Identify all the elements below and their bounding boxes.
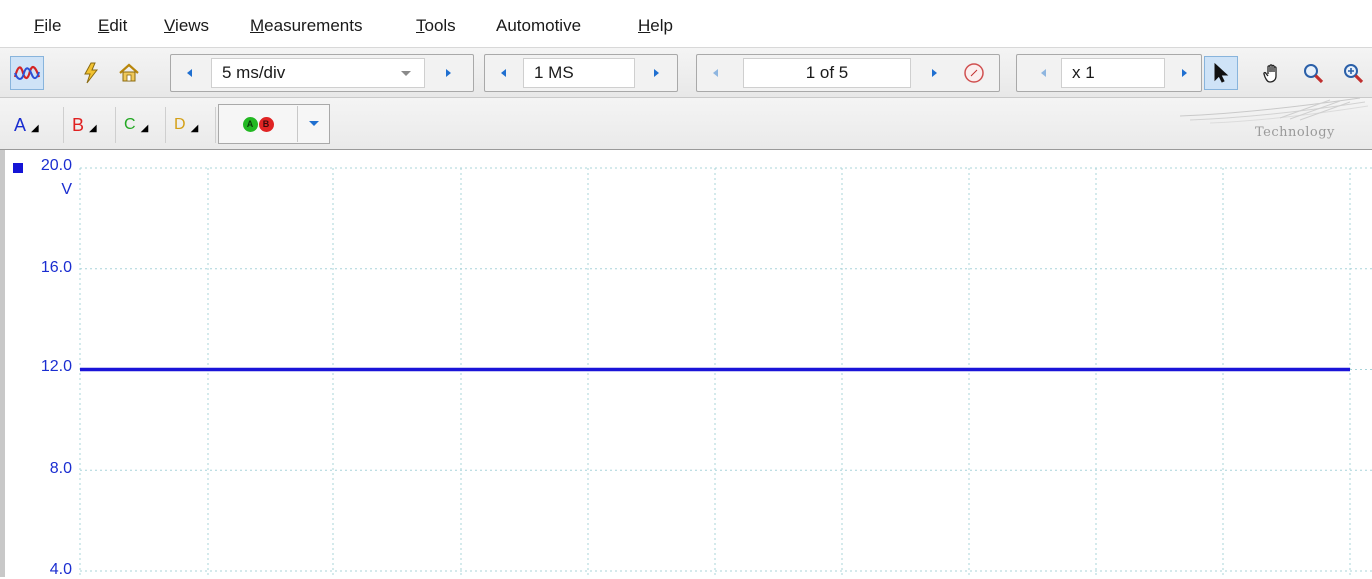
- hand-icon: [1263, 64, 1277, 83]
- menu-views[interactable]: Views: [164, 16, 209, 36]
- scope-mode-button[interactable]: [10, 56, 44, 90]
- buffer-navigator: 1 of 5: [696, 54, 1000, 92]
- lightning-icon: [84, 62, 99, 84]
- probe-button[interactable]: A B: [220, 106, 296, 142]
- buffer-field[interactable]: 1 of 5: [743, 58, 911, 88]
- channel-a-label: A: [14, 114, 27, 135]
- menu-help-mnemonic: H: [638, 16, 651, 35]
- auto-setup-button[interactable]: [74, 56, 108, 90]
- arrow-left-icon: [187, 69, 192, 77]
- arrow-left-icon: [1041, 69, 1046, 77]
- dropdown-triangle-icon: ◢: [190, 122, 199, 134]
- menu-edit-label: dit: [109, 16, 128, 35]
- pan-tool-button[interactable]: [1256, 56, 1290, 90]
- probe-b-badge: B: [258, 116, 274, 132]
- arrow-left-icon: [501, 69, 506, 77]
- menu-tools-label: ools: [424, 16, 456, 35]
- menu-automotive-label: Automotive: [496, 16, 582, 35]
- brand-logo-text: Technology: [1255, 125, 1335, 140]
- probe-selector: A B: [218, 104, 330, 144]
- scope-left-frame: [0, 150, 5, 577]
- menu-tools-mnemonic: T: [416, 16, 425, 35]
- channel-a-scale-marker[interactable]: [13, 163, 23, 173]
- buffer-next-button[interactable]: [919, 55, 949, 91]
- scope-grid: [79, 167, 1372, 577]
- menu-views-label: iews: [175, 16, 210, 35]
- samples-decrease-button[interactable]: [489, 55, 519, 91]
- home-icon: [119, 63, 139, 82]
- magnifier-plus-icon: [1344, 64, 1364, 84]
- probe-dropdown-button[interactable]: [297, 106, 330, 142]
- menu-edit[interactable]: Edit: [98, 16, 127, 36]
- menu-measurements[interactable]: Measurements: [250, 16, 362, 36]
- dropdown-triangle-icon: ◢: [31, 122, 39, 134]
- zoom-out-tool-button[interactable]: [1336, 56, 1370, 90]
- menu-file-label: ile: [44, 16, 62, 35]
- menu-help-label: elp: [650, 16, 673, 35]
- menu-edit-mnemonic: E: [98, 16, 110, 35]
- arrow-right-icon: [446, 69, 451, 77]
- probe-a-badge: A: [242, 116, 258, 132]
- zoom-control: x 1: [1016, 54, 1202, 92]
- arrow-right-icon: [654, 69, 659, 77]
- arrow-right-icon: [932, 69, 937, 77]
- menu-tools[interactable]: Tools: [416, 16, 456, 36]
- menu-automotive[interactable]: Automotive: [496, 16, 581, 36]
- menu-bar: File Edit Views Measurements Tools Autom…: [0, 0, 1372, 48]
- buffer-value: 1 of 5: [805, 63, 849, 82]
- brand-logo: [1179, 97, 1369, 124]
- timebase-value: 5 ms/div: [222, 63, 286, 82]
- zoom-increase-button[interactable]: [1169, 55, 1199, 91]
- y-axis-unit: V: [61, 181, 72, 198]
- zoom-in-tool-button[interactable]: [1296, 56, 1330, 90]
- magnifier-icon: [1304, 64, 1324, 84]
- chevron-down-icon: [401, 71, 411, 76]
- menu-help[interactable]: Help: [638, 16, 673, 36]
- channel-c-label: C: [124, 116, 136, 133]
- samples-control: 1 MS: [484, 54, 678, 92]
- menu-measurements-mnemonic: M: [250, 16, 265, 35]
- compass-icon: [964, 63, 984, 83]
- samples-field[interactable]: 1 MS: [523, 58, 635, 88]
- channel-d-label: D: [174, 116, 186, 133]
- channel-a-button[interactable]: A ◢: [6, 107, 64, 143]
- samples-increase-button[interactable]: [641, 55, 671, 91]
- arrow-right-icon: [1182, 69, 1187, 77]
- dropdown-triangle-icon: ◢: [89, 122, 97, 134]
- channel-c-button[interactable]: C ◢: [116, 107, 166, 143]
- scope-view[interactable]: [0, 150, 1372, 577]
- y-tick-label: 4.0: [49, 561, 72, 578]
- channel-b-button[interactable]: B ◢: [64, 107, 116, 143]
- y-tick-label: 12.0: [40, 358, 72, 375]
- timebase-increase-button[interactable]: [433, 55, 463, 91]
- pointer-icon: [1214, 62, 1229, 83]
- timebase-control: 5 ms/div: [170, 54, 474, 92]
- arrow-left-icon: [713, 69, 718, 77]
- channel-d-button[interactable]: D ◢: [166, 107, 216, 143]
- timebase-decrease-button[interactable]: [175, 55, 205, 91]
- buffer-overview-button[interactable]: [959, 55, 989, 91]
- menu-measurements-label: easurements: [264, 16, 363, 35]
- y-tick-label: 8.0: [49, 460, 72, 477]
- zoom-decrease-button[interactable]: [1029, 55, 1059, 91]
- samples-value: 1 MS: [534, 63, 574, 82]
- chevron-down-icon: [309, 121, 319, 126]
- buffer-previous-button[interactable]: [701, 55, 731, 91]
- home-button[interactable]: [112, 56, 146, 90]
- zoom-field[interactable]: x 1: [1061, 58, 1165, 88]
- channel-b-label: B: [72, 114, 85, 135]
- menu-file[interactable]: File: [34, 16, 61, 36]
- scope-wave-icon: [14, 65, 40, 80]
- dropdown-triangle-icon: ◢: [140, 122, 149, 134]
- y-tick-label: 20.0: [40, 157, 72, 174]
- zoom-value: x 1: [1072, 63, 1095, 82]
- menu-views-mnemonic: V: [164, 16, 176, 35]
- select-tool-button[interactable]: [1204, 56, 1238, 90]
- menu-file-mnemonic: F: [34, 16, 45, 35]
- y-tick-label: 16.0: [40, 259, 72, 276]
- timebase-select[interactable]: 5 ms/div: [211, 58, 425, 88]
